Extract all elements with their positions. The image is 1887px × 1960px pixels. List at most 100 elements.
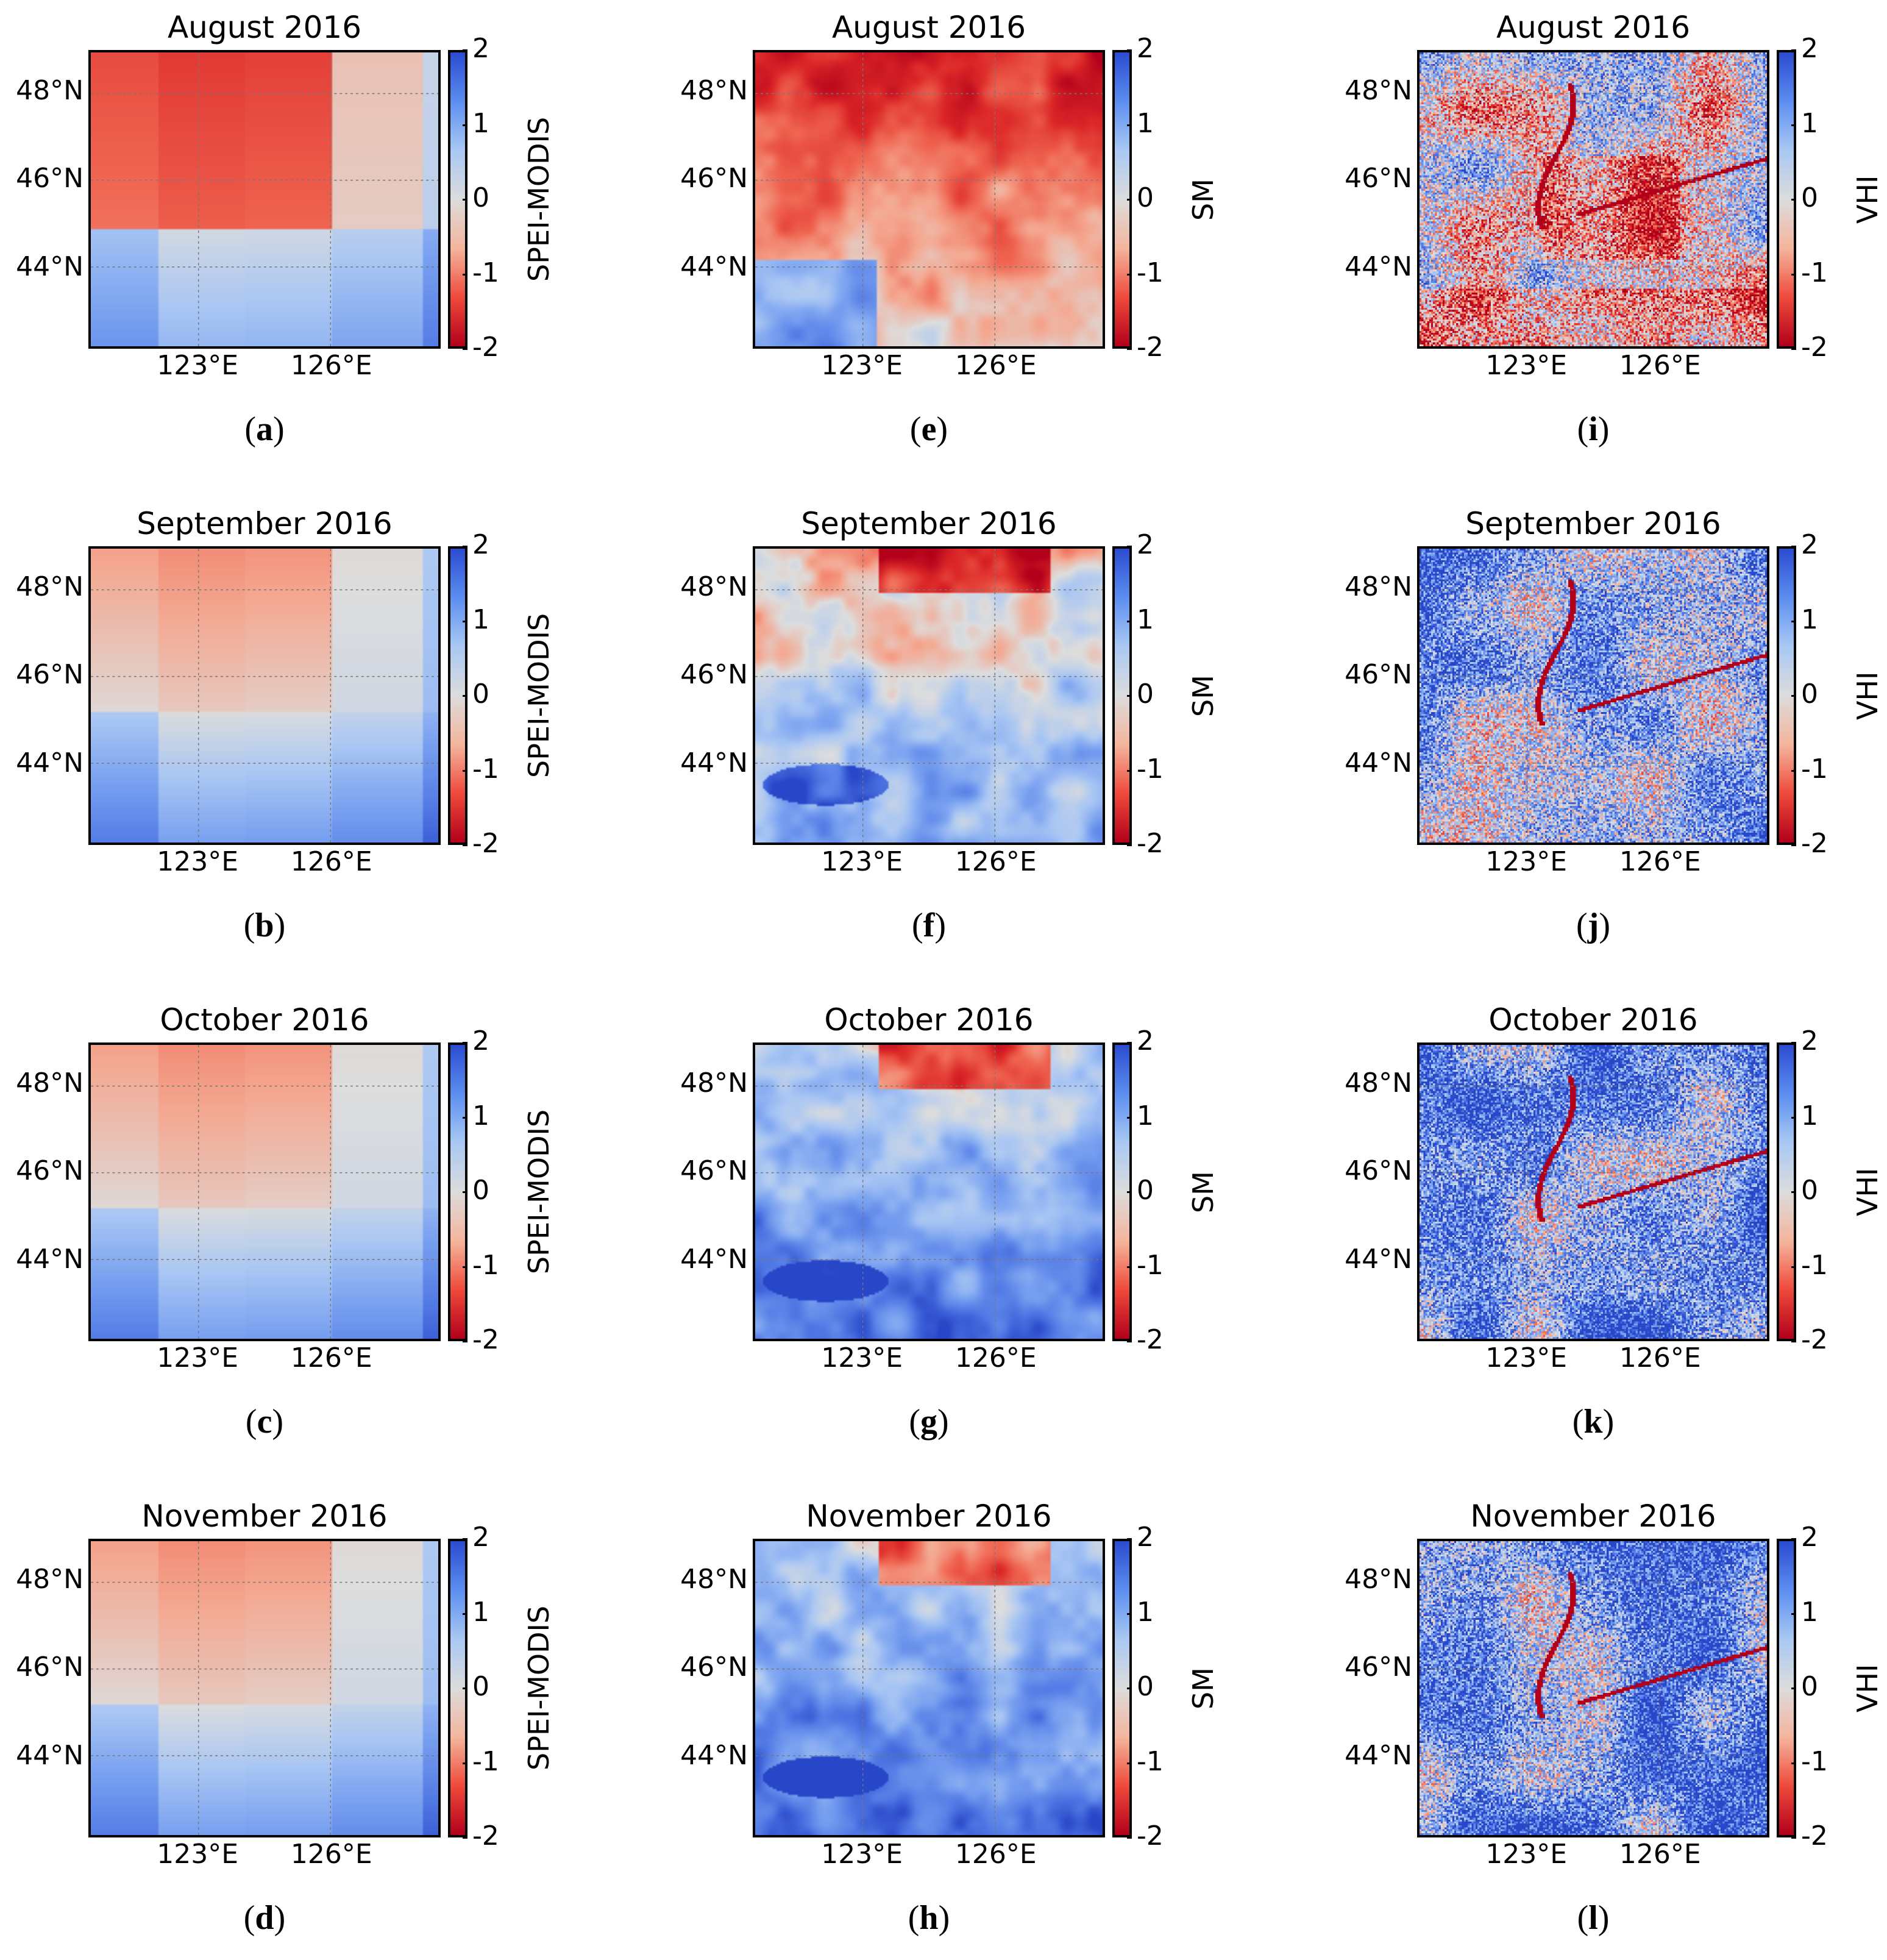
caption-letter: c [257, 1403, 272, 1441]
panel-caption: (d) [64, 1898, 465, 1937]
caption-paren-close: ) [1597, 410, 1610, 448]
colorbar-tick-mark [463, 546, 467, 547]
caption-letter: i [1588, 410, 1598, 448]
colorbar-tick-mark [1127, 546, 1132, 547]
colorbar-tick-mark [1791, 844, 1796, 846]
colorbar-tick-label: -1 [1801, 1745, 1828, 1777]
caption-letter: e [921, 410, 937, 448]
caption-paren-open: ( [243, 1899, 255, 1937]
lon-tick-label: 126°E [1619, 350, 1701, 381]
colorbar-label: VHI [1851, 671, 1884, 720]
colorbar-tick-label: -1 [1801, 1249, 1828, 1281]
lat-tick-label: 44°N [680, 747, 748, 779]
colorbar-tick-mark [1127, 695, 1132, 697]
heatmap-g [753, 1042, 1105, 1341]
panel-caption: (a) [64, 410, 465, 449]
heatmap-h [753, 1539, 1105, 1837]
heatmap-raster [91, 1541, 438, 1835]
heatmap-b [88, 546, 441, 845]
colorbar-tick-mark [463, 695, 467, 697]
colorbar-tick-label: -2 [1801, 1324, 1828, 1355]
caption-letter: h [919, 1899, 939, 1937]
colorbar-tick-label: 1 [1801, 1596, 1818, 1628]
colorbar-tick-mark [463, 1266, 467, 1268]
colorbar-tick-label: -1 [1137, 1745, 1164, 1777]
lat-tick-label: 46°N [16, 1155, 84, 1187]
lat-tick-label: 48°N [16, 74, 84, 106]
colorbar-label: VHI [1851, 1167, 1884, 1216]
colorbar-tick-label: 0 [1137, 679, 1154, 710]
colorbar-tick-mark [1791, 695, 1796, 697]
colorbar-tick-mark [1791, 124, 1796, 126]
lon-tick-label: 126°E [1619, 1342, 1701, 1374]
colorbar-tick-mark [463, 1687, 467, 1689]
graticule [1420, 52, 1767, 346]
colorbar-tick-label: 2 [1801, 529, 1818, 560]
panel-title: November 2016 [806, 1499, 1052, 1534]
colorbar-label: SPEI-MODIS [522, 613, 555, 778]
colorbar-tick-mark [1127, 1042, 1132, 1044]
lat-tick-label: 44°N [680, 1739, 748, 1771]
heatmap-raster [755, 549, 1103, 843]
lon-tick-label: 126°E [954, 350, 1037, 381]
colorbar-tick-mark [463, 769, 467, 772]
colorbar-tick-mark [1127, 1341, 1132, 1342]
panel-caption: (g) [728, 1402, 1129, 1441]
lon-tick-label: 123°E [157, 1342, 239, 1374]
lat-tick-label: 48°N [16, 1067, 84, 1099]
lat-tick-label: 44°N [680, 251, 748, 282]
colorbar-tick-label: -2 [1137, 332, 1164, 363]
lat-tick-label: 48°N [680, 1563, 748, 1595]
colorbar-tick-label: 1 [1137, 107, 1154, 139]
colorbar-tick-mark [1127, 769, 1132, 772]
lon-tick-label: 123°E [821, 350, 903, 381]
colorbar-tick-mark [1127, 1116, 1132, 1119]
colorbar-tick-mark [1791, 546, 1796, 547]
caption-letter: f [923, 907, 935, 944]
panel-title: October 2016 [824, 1002, 1034, 1038]
colorbar-tick-mark [1791, 348, 1796, 350]
panel-caption: (k) [1393, 1402, 1794, 1441]
colorbar-tick-label: 1 [1137, 604, 1154, 635]
colorbar-tick-label: 0 [1801, 1671, 1818, 1702]
heatmap-k [1417, 1042, 1769, 1341]
colorbar-tick-label: -2 [1137, 1324, 1164, 1355]
colorbar-tick-label: 0 [472, 679, 489, 710]
lat-tick-label: 48°N [680, 571, 748, 602]
colorbar-tick-label: -2 [1801, 332, 1828, 363]
caption-paren-open: ( [908, 1899, 920, 1937]
lat-tick-label: 46°N [16, 163, 84, 194]
caption-paren-open: ( [1577, 1899, 1589, 1937]
colorbar-tick-mark [1127, 273, 1132, 276]
caption-letter: l [1588, 1899, 1598, 1937]
colorbar-tick-label: 0 [1801, 182, 1818, 213]
colorbar-tick-mark [1791, 769, 1796, 772]
lat-tick-label: 46°N [680, 1652, 748, 1683]
heatmap-raster [1420, 52, 1767, 346]
panel-caption: (l) [1393, 1898, 1794, 1937]
graticule [91, 1541, 438, 1835]
colorbar-tick-mark [463, 1042, 467, 1044]
colorbar-tick-label: -2 [472, 332, 499, 363]
caption-letter: d [255, 1899, 274, 1937]
colorbar-tick-mark [1127, 1266, 1132, 1268]
colorbar-tick-mark [1791, 1538, 1796, 1540]
colorbar-tick-label: 0 [472, 1671, 489, 1702]
panel-title: October 2016 [1488, 1002, 1698, 1038]
colorbar-tick-label: -2 [1137, 1820, 1164, 1851]
colorbar-tick-mark [1791, 273, 1796, 276]
caption-paren-close: ) [273, 410, 285, 448]
colorbar-tick-label: 2 [1137, 1025, 1154, 1057]
caption-paren-open: ( [1576, 907, 1588, 944]
colorbar-tick-mark [1791, 49, 1796, 51]
caption-paren-close: ) [274, 907, 286, 944]
caption-paren-close: ) [1602, 1403, 1615, 1441]
caption-paren-close: ) [938, 1899, 950, 1937]
colorbar-tick-label: 1 [472, 1596, 489, 1628]
colorbar-tick-label: -1 [1137, 1249, 1164, 1281]
lon-tick-label: 123°E [157, 846, 239, 877]
panel-title: August 2016 [1496, 10, 1691, 45]
caption-paren-close: ) [274, 1899, 286, 1937]
colorbar-tick-mark [1791, 199, 1796, 201]
